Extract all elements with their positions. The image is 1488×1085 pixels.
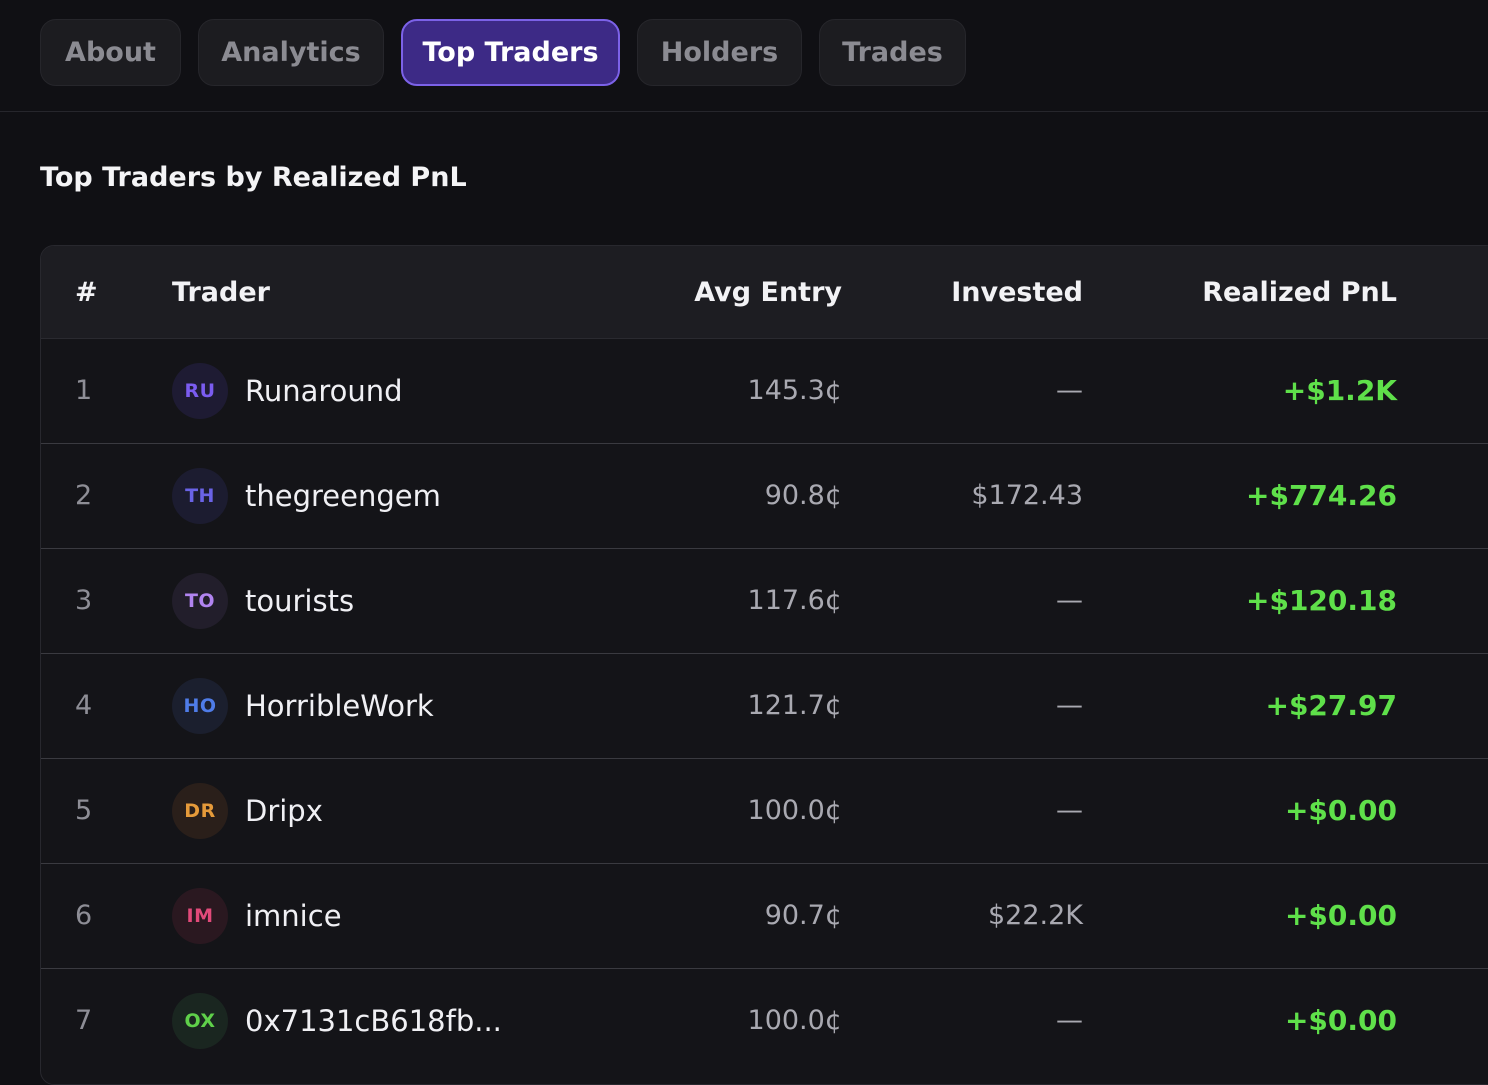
invested-cell: — xyxy=(1056,375,1083,406)
trader-name-link[interactable]: 0x7131cB618fb... xyxy=(245,1004,502,1038)
avatar[interactable]: RU xyxy=(172,363,228,419)
avg-entry-cell: 117.6¢ xyxy=(747,585,842,616)
table-row[interactable]: 7 OX 0x7131cB618fb... 100.0¢ — +$0.00 xyxy=(41,969,1488,1074)
tab-bar: About Analytics Top Traders Holders Trad… xyxy=(0,0,1488,112)
rank-cell: 6 xyxy=(75,900,93,931)
trader-name-link[interactable]: Runaround xyxy=(245,374,403,408)
invested-cell: — xyxy=(1056,1005,1083,1036)
avg-entry-cell: 100.0¢ xyxy=(747,1005,842,1036)
avatar[interactable]: TH xyxy=(172,468,228,524)
column-header-trader[interactable]: Trader xyxy=(172,277,270,308)
column-header-realized-pnl[interactable]: Realized PnL xyxy=(1202,277,1397,308)
tab-top-traders[interactable]: Top Traders xyxy=(401,19,620,86)
avg-entry-cell: 90.8¢ xyxy=(764,480,842,511)
column-header-avg-entry[interactable]: Avg Entry xyxy=(694,277,842,308)
rank-cell: 2 xyxy=(75,480,93,511)
section-title: Top Traders by Realized PnL xyxy=(40,162,467,193)
table-row[interactable]: 1 RU Runaround 145.3¢ — +$1.2K xyxy=(41,339,1488,444)
invested-cell: $22.2K xyxy=(987,900,1083,931)
invested-cell: $172.43 xyxy=(971,480,1083,511)
trader-name-link[interactable]: imnice xyxy=(245,899,342,933)
avg-entry-cell: 145.3¢ xyxy=(747,375,842,406)
realized-pnl-cell: +$1.2K xyxy=(1282,374,1397,407)
realized-pnl-cell: +$0.00 xyxy=(1284,794,1397,827)
table-row[interactable]: 2 TH thegreengem 90.8¢ $172.43 +$774.26 xyxy=(41,444,1488,549)
tab-about[interactable]: About xyxy=(40,19,181,86)
avatar[interactable]: HO xyxy=(172,678,228,734)
rank-cell: 1 xyxy=(75,375,93,406)
top-traders-table: # Trader Avg Entry Invested Realized PnL… xyxy=(40,245,1488,1085)
trader-name-link[interactable]: Dripx xyxy=(245,794,323,828)
avg-entry-cell: 100.0¢ xyxy=(747,795,842,826)
rank-cell: 4 xyxy=(75,690,93,721)
invested-cell: — xyxy=(1056,690,1083,721)
tab-analytics[interactable]: Analytics xyxy=(198,19,384,86)
table-row[interactable]: 3 TO tourists 117.6¢ — +$120.18 xyxy=(41,549,1488,654)
avatar[interactable]: OX xyxy=(172,993,228,1049)
tab-trades[interactable]: Trades xyxy=(819,19,966,86)
table-header: # Trader Avg Entry Invested Realized PnL xyxy=(41,246,1488,339)
realized-pnl-cell: +$0.00 xyxy=(1284,899,1397,932)
realized-pnl-cell: +$774.26 xyxy=(1246,479,1397,512)
rank-cell: 7 xyxy=(75,1005,93,1036)
avatar[interactable]: DR xyxy=(172,783,228,839)
tab-holders[interactable]: Holders xyxy=(637,19,802,86)
column-header-invested[interactable]: Invested xyxy=(951,277,1083,308)
avatar[interactable]: IM xyxy=(172,888,228,944)
avg-entry-cell: 90.7¢ xyxy=(764,900,842,931)
column-header-rank[interactable]: # xyxy=(75,277,98,308)
realized-pnl-cell: +$27.97 xyxy=(1265,689,1397,722)
trader-name-link[interactable]: tourists xyxy=(245,584,355,618)
table-row[interactable]: 5 DR Dripx 100.0¢ — +$0.00 xyxy=(41,759,1488,864)
invested-cell: — xyxy=(1056,795,1083,826)
rank-cell: 5 xyxy=(75,795,93,826)
trader-name-link[interactable]: thegreengem xyxy=(245,479,441,513)
invested-cell: — xyxy=(1056,585,1083,616)
table-row[interactable]: 6 IM imnice 90.7¢ $22.2K +$0.00 xyxy=(41,864,1488,969)
realized-pnl-cell: +$0.00 xyxy=(1284,1004,1397,1037)
avg-entry-cell: 121.7¢ xyxy=(747,690,842,721)
rank-cell: 3 xyxy=(75,585,93,616)
table-row[interactable]: 4 HO HorribleWork 121.7¢ — +$27.97 xyxy=(41,654,1488,759)
realized-pnl-cell: +$120.18 xyxy=(1246,584,1397,617)
trader-name-link[interactable]: HorribleWork xyxy=(245,689,434,723)
avatar[interactable]: TO xyxy=(172,573,228,629)
